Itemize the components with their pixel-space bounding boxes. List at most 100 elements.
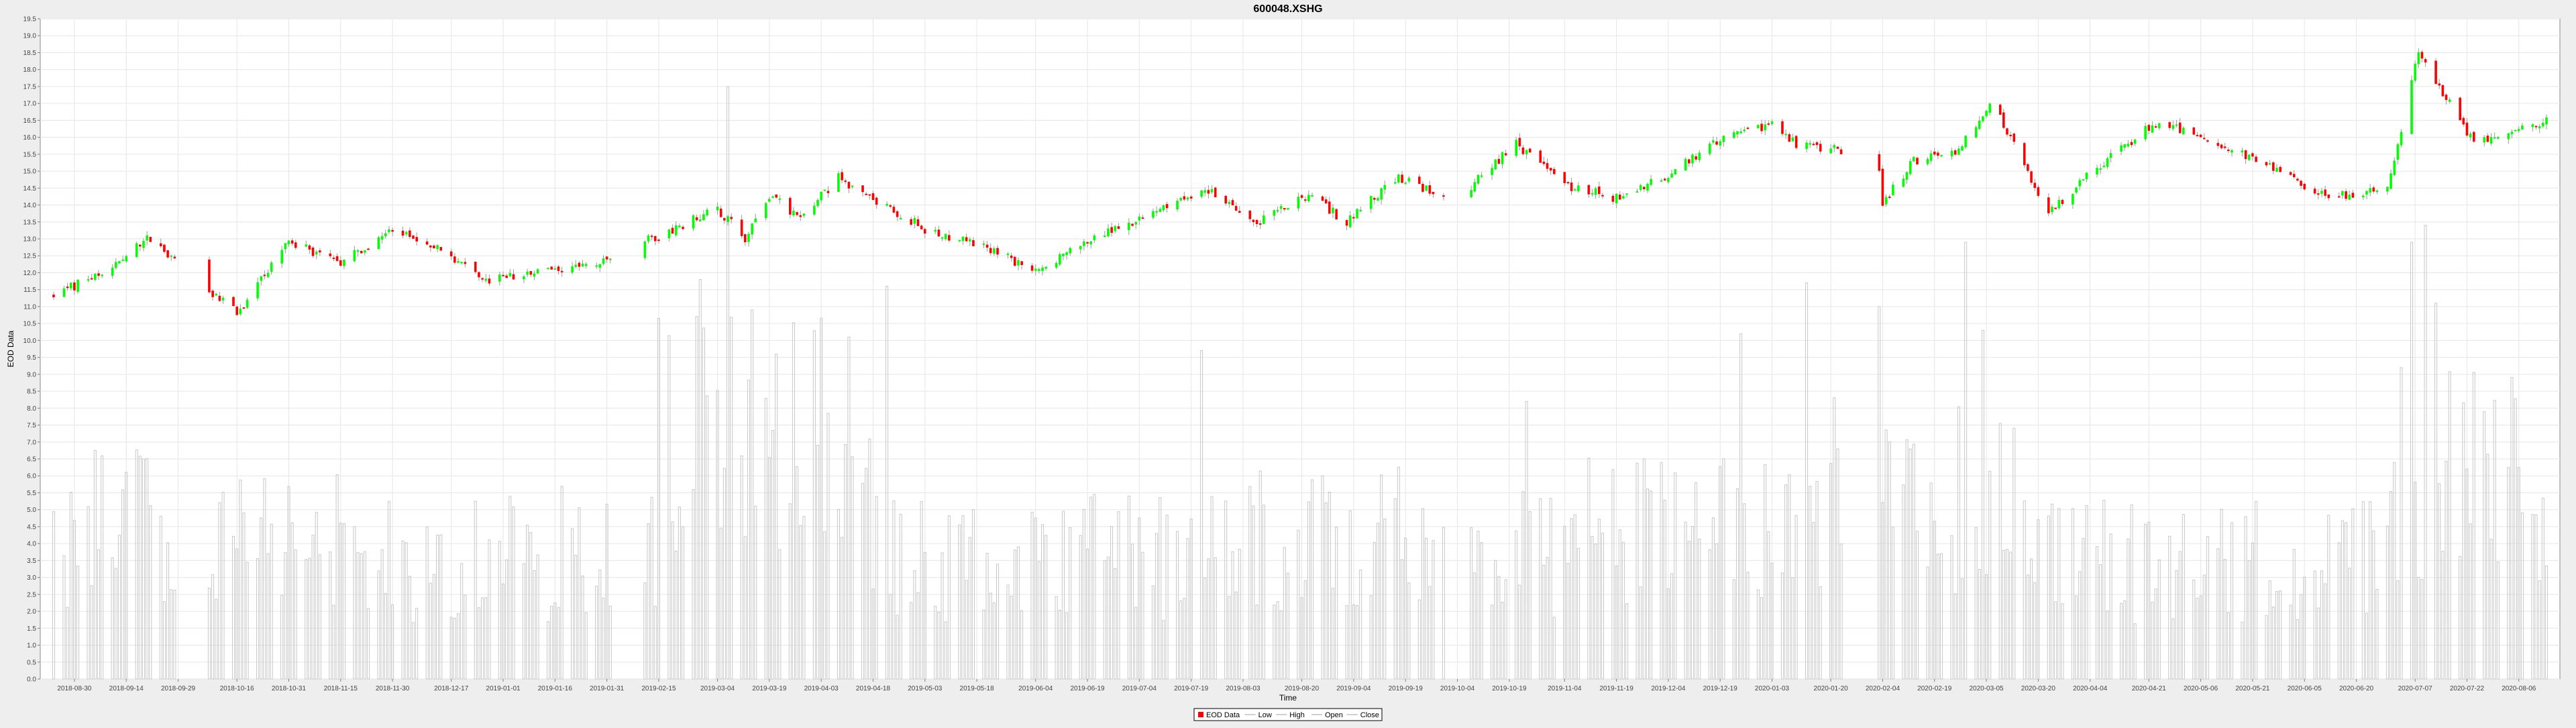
volume-bar bbox=[934, 606, 937, 680]
candle-up bbox=[2531, 124, 2534, 127]
x-tick-label: 2020-02-04 bbox=[1866, 685, 1900, 692]
candle-up bbox=[1034, 268, 1037, 271]
candle-up bbox=[1591, 193, 1594, 195]
volume-bar bbox=[1739, 333, 1743, 680]
volume-bar bbox=[242, 512, 246, 680]
volume-bar bbox=[101, 456, 104, 680]
candle-up bbox=[1722, 136, 1725, 142]
x-tick-label: 2019-01-16 bbox=[538, 685, 573, 692]
candle-down bbox=[429, 245, 432, 248]
volume-bar bbox=[1998, 423, 2002, 680]
candle-down bbox=[409, 230, 411, 238]
y-tick-label: 13.5 bbox=[23, 219, 37, 226]
volume-bar bbox=[1345, 605, 1348, 680]
candle-up bbox=[2448, 99, 2451, 102]
volume-bar bbox=[778, 549, 782, 680]
candle-down bbox=[1839, 149, 1843, 154]
volume-bar bbox=[702, 327, 705, 680]
candle-up bbox=[1089, 241, 1092, 245]
candle-up bbox=[1383, 185, 1387, 190]
x-tick-label: 2019-08-03 bbox=[1226, 685, 1260, 692]
candle-down bbox=[1528, 148, 1532, 153]
candle-up bbox=[1764, 124, 1767, 131]
volume-bar bbox=[1594, 543, 1597, 680]
candle-up bbox=[993, 248, 996, 254]
volume-bar bbox=[1383, 518, 1387, 680]
volume-bar bbox=[173, 590, 176, 680]
candle-up bbox=[1978, 120, 1981, 129]
volume-bar bbox=[868, 438, 871, 680]
candle-down bbox=[294, 242, 297, 248]
volume-bar bbox=[2496, 561, 2500, 680]
volume-bar bbox=[1155, 533, 1159, 680]
candle-up bbox=[2410, 80, 2413, 134]
candle-up bbox=[1805, 142, 1808, 150]
volume-bar bbox=[861, 482, 865, 680]
candle-down bbox=[2255, 156, 2257, 162]
y-tick-label: 5.0 bbox=[27, 507, 36, 514]
candle-down bbox=[916, 219, 920, 226]
volume-bar bbox=[1597, 519, 1601, 680]
candle-down bbox=[433, 245, 435, 249]
volume-bar bbox=[1110, 525, 1114, 680]
candle-down bbox=[989, 248, 992, 254]
volume-bar bbox=[841, 537, 844, 680]
volume-bar bbox=[608, 605, 612, 680]
volume-bar bbox=[1978, 568, 1981, 680]
candle-down bbox=[97, 273, 100, 276]
volume-bar bbox=[1819, 586, 1822, 680]
candle-down bbox=[2030, 171, 2033, 183]
candle-down bbox=[2434, 60, 2437, 85]
volume-bar bbox=[138, 456, 142, 680]
candle-down bbox=[2223, 146, 2226, 148]
volume-bar bbox=[1328, 491, 1331, 680]
volume-bar bbox=[1130, 543, 1134, 680]
candle-up bbox=[778, 198, 782, 200]
candle-up bbox=[1708, 143, 1711, 154]
candle-down bbox=[1165, 204, 1169, 209]
candle-up bbox=[1684, 158, 1687, 171]
volume-bar bbox=[2050, 503, 2054, 680]
volume-bar bbox=[775, 354, 778, 680]
candle-up bbox=[1625, 193, 1628, 195]
candle-up bbox=[111, 267, 114, 276]
volume-bar bbox=[405, 542, 408, 680]
candle-down bbox=[2324, 189, 2326, 196]
volume-bar bbox=[1690, 525, 1695, 680]
volume-bar bbox=[1373, 541, 1376, 680]
volume-bar bbox=[2417, 576, 2420, 680]
y-axis: 0.0 0.5 1.0 1.5 2.0 2.5 3.0 3.5 4.0 4.5 5.0 5.5 6.0 6… bbox=[23, 16, 40, 684]
candle-down bbox=[2202, 138, 2206, 140]
volume-bar bbox=[1760, 597, 1764, 680]
volume-bar bbox=[384, 592, 387, 680]
candle-down bbox=[920, 225, 923, 229]
legend-swatch bbox=[1198, 712, 1203, 717]
candle-up bbox=[1069, 248, 1072, 254]
volume-bar bbox=[1103, 560, 1106, 680]
candle-down bbox=[1563, 172, 1566, 184]
candle-down bbox=[2251, 153, 2254, 157]
volume-bar bbox=[771, 429, 775, 680]
candle-down bbox=[2313, 189, 2316, 194]
y-tick-label: 9.0 bbox=[27, 371, 36, 378]
volume-bar bbox=[453, 618, 456, 680]
candle-up bbox=[1332, 207, 1334, 213]
candle-up bbox=[2510, 132, 2514, 134]
candle-up bbox=[2542, 123, 2544, 127]
candle-down bbox=[2289, 172, 2292, 175]
candle-down bbox=[529, 271, 533, 275]
candle-up bbox=[2085, 172, 2088, 180]
volume-bar bbox=[2171, 618, 2175, 680]
candle-down bbox=[2037, 187, 2040, 196]
volume-bar bbox=[377, 570, 380, 680]
candle-down bbox=[2009, 134, 2012, 136]
volume-bar bbox=[146, 458, 149, 680]
volume-bar bbox=[1639, 586, 1642, 680]
candle-up bbox=[1176, 201, 1179, 209]
volume-bar bbox=[678, 507, 681, 680]
volume-bar bbox=[643, 582, 647, 680]
volume-bar bbox=[1497, 576, 1501, 680]
candle-down bbox=[208, 259, 211, 293]
volume-bar bbox=[1200, 350, 1203, 680]
candle-up bbox=[1263, 215, 1265, 224]
